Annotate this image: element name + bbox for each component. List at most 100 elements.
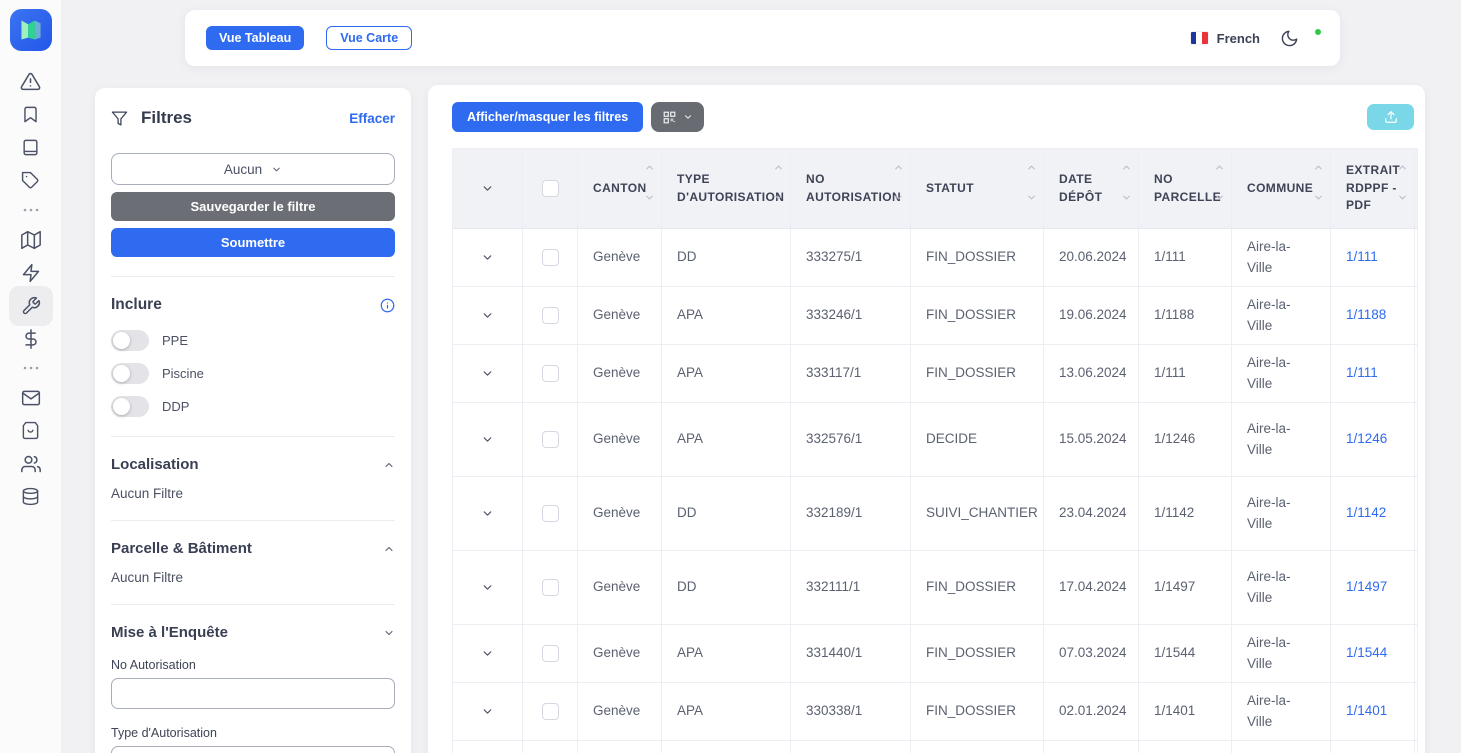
row-checkbox[interactable]: [541, 505, 559, 522]
row-checkbox[interactable]: [541, 431, 559, 448]
extrait-pdf-link[interactable]: 1/1246: [1346, 431, 1388, 447]
sort-ascending-icon[interactable]: [773, 162, 784, 173]
row-expand-cell[interactable]: [453, 551, 523, 624]
extrait-pdf-link[interactable]: 1/111: [1346, 365, 1378, 381]
clear-filters-link[interactable]: Effacer: [349, 110, 395, 126]
sort-ascending-icon[interactable]: [1121, 162, 1132, 173]
section-localisation[interactable]: Localisation: [111, 456, 395, 473]
extrait-pdf-link[interactable]: 1/1544: [1346, 645, 1388, 661]
row-expand-cell[interactable]: [453, 229, 523, 286]
row-checkbox-cell[interactable]: [523, 477, 578, 550]
column-header[interactable]: NO AUTORISATION: [791, 149, 911, 228]
toggle-switch[interactable]: [111, 396, 149, 417]
row-checkbox[interactable]: [541, 645, 559, 662]
extrait-pdf-link[interactable]: 1/111: [1346, 249, 1378, 265]
no-autorisation-input[interactable]: [111, 678, 395, 709]
cell-statut: FIN_DOSSIER: [911, 287, 1044, 344]
sidebar-item-map[interactable]: [9, 223, 53, 256]
save-filter-button[interactable]: Sauvegarder le filtre: [111, 192, 395, 221]
toggle-switch[interactable]: [111, 363, 149, 384]
extrait-pdf-link[interactable]: 1/1401: [1346, 703, 1388, 719]
sort-descending-icon[interactable]: [1026, 192, 1037, 203]
toggle-filters-button[interactable]: Afficher/masquer les filtres: [452, 102, 644, 132]
sidebar-item-actions[interactable]: [9, 256, 53, 289]
sidebar-item-database[interactable]: [9, 480, 53, 513]
row-checkbox-cell[interactable]: [523, 741, 578, 753]
extrait-pdf-link[interactable]: 1/1497: [1346, 579, 1388, 595]
header-checkbox-cell[interactable]: [523, 149, 578, 228]
row-checkbox[interactable]: [541, 703, 559, 720]
moon-icon[interactable]: [1280, 29, 1299, 48]
sort-descending-icon[interactable]: [1121, 192, 1132, 203]
upload-button[interactable]: [1367, 104, 1414, 130]
row-checkbox-cell[interactable]: [523, 403, 578, 476]
select-all-checkbox[interactable]: [541, 180, 559, 197]
language-selector[interactable]: French: [1216, 30, 1260, 46]
column-header[interactable]: STATUT: [911, 149, 1044, 228]
sort-descending-icon[interactable]: [893, 192, 904, 203]
row-expand-cell[interactable]: [453, 741, 523, 753]
column-header[interactable]: CANTON: [578, 149, 662, 228]
section-mise-a-l-enquete[interactable]: Mise à l'Enquête: [111, 624, 395, 641]
actions-dropdown-button[interactable]: [651, 102, 705, 132]
sidebar-item-billing[interactable]: [9, 322, 53, 355]
row-checkbox[interactable]: [541, 579, 559, 596]
sidebar-item-mail[interactable]: [9, 381, 53, 414]
row-expand-cell[interactable]: [453, 403, 523, 476]
sort-descending-icon[interactable]: [1214, 192, 1225, 203]
row-expand-cell[interactable]: [453, 683, 523, 740]
sidebar-item-bookmarks[interactable]: [9, 98, 53, 131]
submit-button[interactable]: Soumettre: [111, 228, 395, 257]
extrait-pdf-link[interactable]: 1/1188: [1346, 307, 1387, 323]
column-header[interactable]: COMMUNE: [1232, 149, 1331, 228]
sort-descending-icon[interactable]: [644, 192, 655, 203]
extrait-pdf-link[interactable]: 1/1142: [1346, 505, 1387, 521]
row-checkbox-cell[interactable]: [523, 625, 578, 682]
section-parcelle-batiment[interactable]: Parcelle & Bâtiment: [111, 540, 395, 557]
sidebar-more-bottom[interactable]: [9, 355, 53, 381]
sort-descending-icon[interactable]: [1313, 192, 1324, 203]
sort-ascending-icon[interactable]: [1397, 162, 1408, 173]
sidebar-item-journal[interactable]: [9, 131, 53, 164]
row-checkbox-cell[interactable]: [523, 229, 578, 286]
view-map-button[interactable]: Vue Carte: [326, 26, 413, 50]
row-checkbox[interactable]: [541, 365, 559, 382]
saved-filter-select[interactable]: Aucun: [111, 153, 395, 185]
sort-ascending-icon[interactable]: [644, 162, 655, 173]
sort-ascending-icon[interactable]: [893, 162, 904, 173]
chevron-up-icon[interactable]: [383, 543, 395, 555]
column-header[interactable]: DATE DÉPÔT: [1044, 149, 1139, 228]
sidebar-item-tags[interactable]: [9, 164, 53, 197]
row-expand-cell[interactable]: [453, 625, 523, 682]
sidebar-item-tools[interactable]: [8, 286, 53, 326]
column-header[interactable]: NO PARCELLE: [1139, 149, 1232, 228]
header-expand-cell[interactable]: [453, 149, 523, 228]
column-header[interactable]: EXTRAIT RDPPF - PDF: [1331, 149, 1415, 228]
sort-descending-icon[interactable]: [773, 192, 784, 203]
info-icon[interactable]: [380, 298, 395, 313]
app-logo[interactable]: [9, 9, 52, 51]
sidebar-item-orders[interactable]: [9, 414, 53, 447]
sort-ascending-icon[interactable]: [1313, 162, 1324, 173]
sort-ascending-icon[interactable]: [1026, 162, 1037, 173]
sidebar-item-users[interactable]: [9, 447, 53, 480]
row-checkbox-cell[interactable]: [523, 551, 578, 624]
toggle-switch[interactable]: [111, 330, 149, 351]
row-expand-cell[interactable]: [453, 287, 523, 344]
sidebar-item-alerts[interactable]: [9, 65, 53, 98]
row-checkbox-cell[interactable]: [523, 345, 578, 402]
type-autorisation-input[interactable]: [111, 746, 395, 753]
chevron-down-icon[interactable]: [383, 627, 395, 639]
row-checkbox[interactable]: [541, 249, 559, 266]
row-checkbox-cell[interactable]: [523, 683, 578, 740]
sidebar-more-top[interactable]: [9, 197, 53, 223]
chevron-up-icon[interactable]: [383, 459, 395, 471]
sort-descending-icon[interactable]: [1397, 192, 1408, 203]
row-checkbox-cell[interactable]: [523, 287, 578, 344]
row-checkbox[interactable]: [541, 307, 559, 324]
row-expand-cell[interactable]: [453, 477, 523, 550]
view-table-button[interactable]: Vue Tableau: [206, 26, 305, 50]
column-header[interactable]: TYPE D'AUTORISATION: [662, 149, 791, 228]
row-expand-cell[interactable]: [453, 345, 523, 402]
sort-ascending-icon[interactable]: [1214, 162, 1225, 173]
